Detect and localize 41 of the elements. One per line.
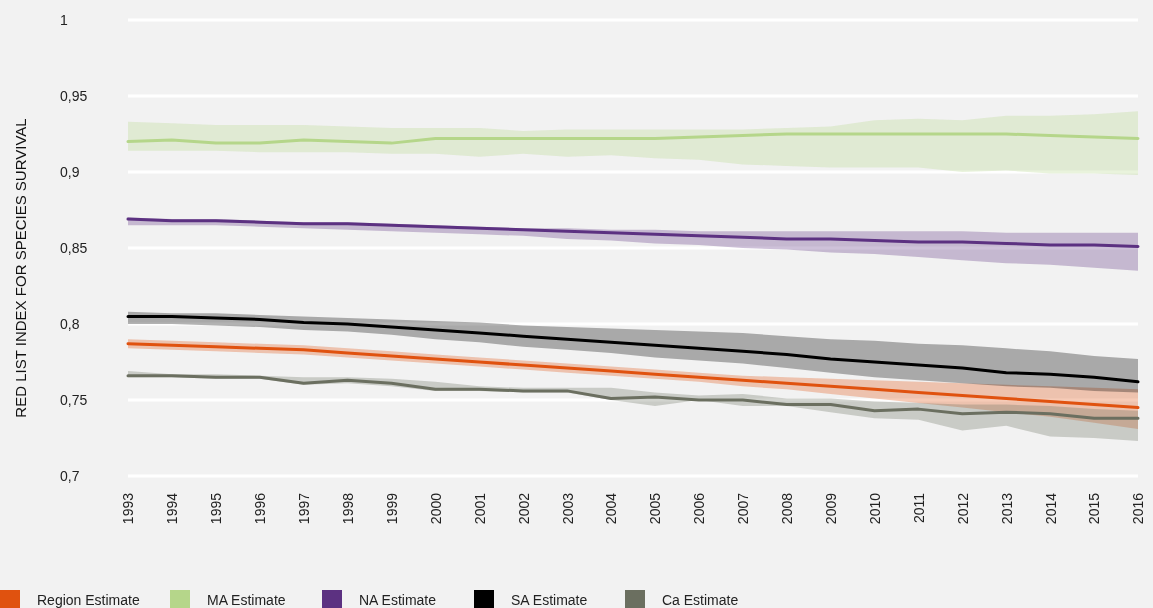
line-series xyxy=(126,374,1140,420)
line-series xyxy=(126,342,1140,410)
legend-label: Region Estimate xyxy=(37,592,140,608)
y-tick-label: 0,8 xyxy=(60,315,80,332)
x-tick-label: 1995 xyxy=(208,492,225,525)
line-series xyxy=(126,217,1140,248)
x-tick-label: 2009 xyxy=(823,492,840,525)
legend-label: MA Estimate xyxy=(207,592,286,608)
y-tick-label: 1 xyxy=(60,11,68,28)
x-tick-label: 2012 xyxy=(954,492,971,525)
x-tick-label: 2011 xyxy=(910,492,927,524)
y-tick-label: 0,7 xyxy=(60,467,80,484)
y-tick-label: 0,9 xyxy=(60,163,80,180)
line-series xyxy=(126,132,1140,145)
y-tick-label: 0,75 xyxy=(60,391,88,408)
x-tick-label: 2010 xyxy=(866,492,883,525)
x-tick-label: 2005 xyxy=(647,492,664,525)
x-tick-label: 2002 xyxy=(515,492,532,525)
x-tick-label: 2014 xyxy=(1042,492,1059,525)
x-tick-label: 2013 xyxy=(998,492,1015,525)
x-tick-label: 2006 xyxy=(691,492,708,525)
x-tick-label: 1994 xyxy=(164,492,181,525)
x-tick-label: 1993 xyxy=(120,492,137,525)
x-tick-label: 2001 xyxy=(471,492,488,525)
legend-label: Ca Estimate xyxy=(662,592,739,608)
x-tick-label: 2016 xyxy=(1130,492,1147,525)
legend-label: SA Estimate xyxy=(511,592,588,608)
legend-label: NA Estimate xyxy=(359,592,437,608)
x-tick-label: 2000 xyxy=(427,492,444,525)
x-tick-label: 1996 xyxy=(252,492,269,525)
x-tick-label: 1999 xyxy=(383,492,400,525)
x-tick-label: 1997 xyxy=(296,492,313,525)
x-tick-label: 2008 xyxy=(779,492,796,525)
x-tick-label: 2004 xyxy=(603,492,620,525)
x-tick-label: 2007 xyxy=(735,492,752,525)
x-tick-label: 2015 xyxy=(1086,492,1103,525)
x-tick-label: 1998 xyxy=(339,492,356,525)
x-tick-label: 2003 xyxy=(559,492,576,525)
y-tick-label: 0,85 xyxy=(60,239,88,256)
y-tick-label: 0,95 xyxy=(60,87,88,104)
y-axis-title: RED LIST INDEX FOR SPECIES SURVIVAL xyxy=(12,118,29,418)
